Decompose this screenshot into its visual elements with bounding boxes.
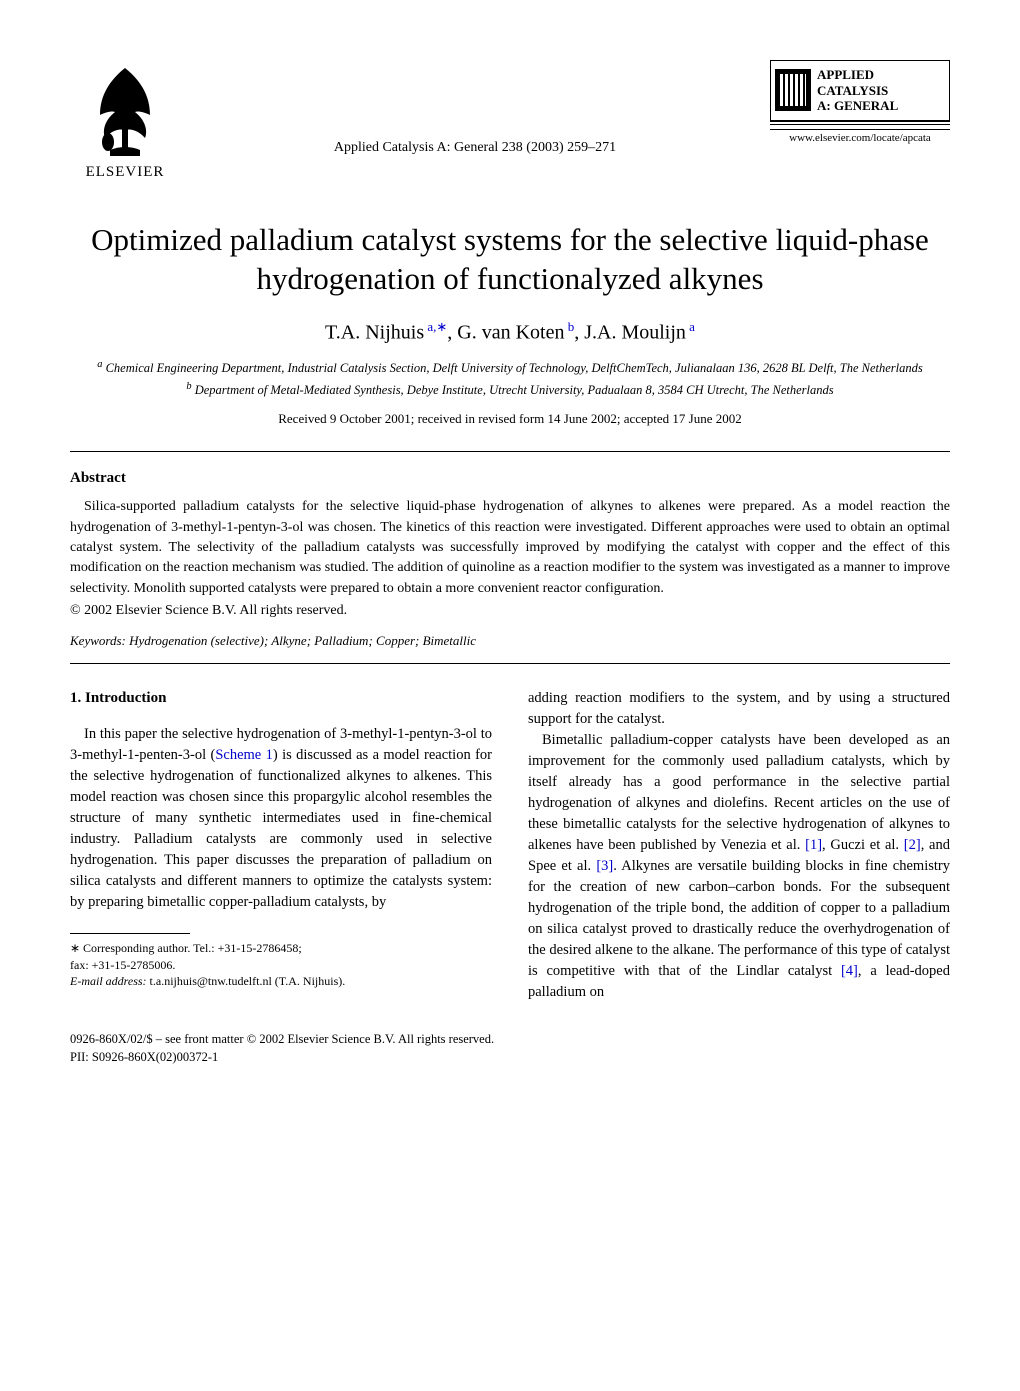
footer: 0926-860X/02/$ – see front matter © 2002… — [70, 1031, 950, 1066]
journal-url: www.elsevier.com/locate/apcata — [770, 129, 950, 144]
footnote-corr: ∗ Corresponding author. Tel.: +31-15-278… — [70, 940, 492, 957]
footnote-fax: fax: +31-15-2785006. — [70, 957, 492, 974]
authors-line: T.A. Nijhuis a,∗, G. van Koten b, J.A. M… — [70, 319, 950, 345]
journal-bars-icon — [775, 69, 811, 111]
article-title: Optimized palladium catalyst systems for… — [70, 221, 950, 299]
journal-citation: Applied Catalysis A: General 238 (2003) … — [334, 140, 616, 156]
section-rule — [70, 451, 950, 452]
author-aff: b — [564, 319, 574, 334]
author-aff: a,∗ — [424, 319, 447, 334]
affiliation-text: Department of Metal-Mediated Synthesis, … — [195, 383, 834, 397]
journal-name-line: APPLIED — [817, 67, 898, 83]
keywords-label: Keywords: — [70, 633, 126, 648]
ref-link[interactable]: [1] — [805, 837, 822, 853]
ref-link[interactable]: [3] — [596, 858, 613, 874]
journal-name-line: CATALYSIS — [817, 83, 898, 99]
ref-link[interactable]: [2] — [904, 837, 921, 853]
footnote-rule — [70, 933, 190, 934]
affiliation-a: a Chemical Engineering Department, Indus… — [70, 358, 950, 378]
journal-name: APPLIED CATALYSIS A: GENERAL — [817, 67, 898, 114]
journal-name-line: A: GENERAL — [817, 98, 898, 114]
column-right: adding reaction modifiers to the system,… — [528, 688, 950, 1003]
journal-logo: APPLIED CATALYSIS A: GENERAL — [770, 60, 950, 121]
intro-heading: 1. Introduction — [70, 688, 492, 710]
received-dates: Received 9 October 2001; received in rev… — [70, 411, 950, 427]
keywords-text: Hydrogenation (selective); Alkyne; Palla… — [126, 633, 476, 648]
journal-logo-box: APPLIED CATALYSIS A: GENERAL www.elsevie… — [770, 60, 950, 144]
footnote-email-label: E-mail address: — [70, 974, 147, 988]
footnote-email: E-mail address: t.a.nijhuis@tnw.tudelft.… — [70, 973, 492, 990]
footnote-block: ∗ Corresponding author. Tel.: +31-15-278… — [70, 940, 492, 990]
affiliation-text: Chemical Engineering Department, Industr… — [106, 361, 923, 375]
author: T.A. Nijhuis — [325, 321, 424, 343]
elsevier-name: ELSEVIER — [86, 164, 165, 181]
footer-line: 0926-860X/02/$ – see front matter © 2002… — [70, 1031, 950, 1049]
affiliation-b: b Department of Metal-Mediated Synthesis… — [70, 380, 950, 400]
footnote-email-value: t.a.nijhuis@tnw.tudelft.nl (T.A. Nijhuis… — [147, 974, 346, 988]
footer-line: PII: S0926-860X(02)00372-1 — [70, 1049, 950, 1067]
elsevier-logo: ELSEVIER — [70, 60, 180, 181]
header-row: ELSEVIER Applied Catalysis A: General 23… — [70, 60, 950, 181]
scheme-link[interactable]: Scheme 1 — [215, 747, 273, 763]
author: J.A. Moulijn — [584, 321, 686, 343]
section-rule — [70, 663, 950, 664]
elsevier-tree-icon — [80, 60, 170, 160]
abstract-body: Silica-supported palladium catalysts for… — [70, 497, 950, 598]
intro-paragraph: Bimetallic palladium-copper catalysts ha… — [528, 730, 950, 1003]
intro-paragraph: In this paper the selective hydrogenatio… — [70, 724, 492, 913]
intro-paragraph-cont: adding reaction modifiers to the system,… — [528, 688, 950, 730]
keywords: Keywords: Hydrogenation (selective); Alk… — [70, 633, 950, 649]
abstract-heading: Abstract — [70, 470, 950, 487]
ref-link[interactable]: [4] — [841, 963, 858, 979]
author-aff: a — [686, 319, 695, 334]
abstract-copyright: © 2002 Elsevier Science B.V. All rights … — [70, 603, 950, 619]
author: G. van Koten — [457, 321, 564, 343]
two-column-body: 1. Introduction In this paper the select… — [70, 688, 950, 1003]
column-left: 1. Introduction In this paper the select… — [70, 688, 492, 1003]
journal-rule — [770, 121, 950, 122]
journal-rule — [770, 124, 950, 125]
